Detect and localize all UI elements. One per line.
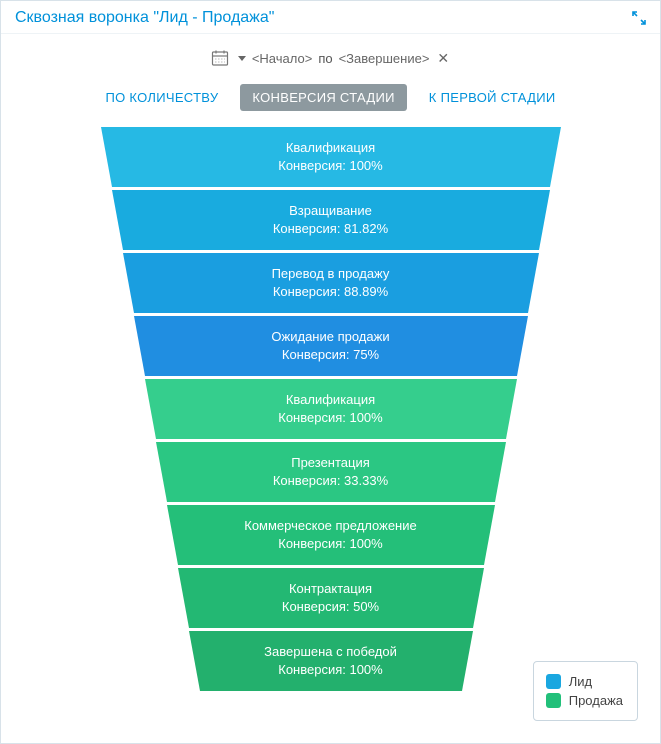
legend-label: Продажа — [569, 693, 623, 708]
funnel-stage[interactable]: Завершена с победойКонверсия: 100% — [101, 631, 561, 691]
funnel-stage[interactable]: КвалификацияКонверсия: 100% — [101, 379, 561, 439]
legend-label: Лид — [569, 674, 592, 689]
funnel-stage[interactable]: КвалификацияКонверсия: 100% — [101, 127, 561, 187]
funnel-stage[interactable]: Коммерческое предложениеКонверсия: 100% — [101, 505, 561, 565]
funnel-stage[interactable]: Перевод в продажуКонверсия: 88.89% — [101, 253, 561, 313]
date-filter: <Начало> по <Завершение> ✕ — [1, 34, 660, 76]
calendar-icon[interactable] — [210, 48, 230, 68]
funnel-stage[interactable]: КонтрактацияКонверсия: 50% — [101, 568, 561, 628]
date-separator: по — [318, 51, 332, 66]
funnel-widget: Сквозная воронка "Лид - Продажа" <Начало… — [0, 0, 661, 744]
chart-area: КвалификацияКонверсия: 100%ВзращиваниеКо… — [1, 127, 660, 743]
tab-1[interactable]: КОНВЕРСИЯ СТАДИИ — [240, 84, 406, 111]
date-end[interactable]: <Завершение> — [339, 51, 430, 66]
funnel-stage[interactable]: ВзращиваниеКонверсия: 81.82% — [101, 190, 561, 250]
legend: Лид Продажа — [533, 661, 638, 721]
legend-item: Лид — [546, 672, 623, 691]
legend-swatch — [546, 693, 561, 708]
legend-swatch — [546, 674, 561, 689]
widget-title: Сквозная воронка "Лид - Продажа" — [15, 9, 274, 27]
funnel-stage[interactable]: ПрезентацияКонверсия: 33.33% — [101, 442, 561, 502]
widget-header: Сквозная воронка "Лид - Продажа" — [1, 1, 660, 34]
close-icon[interactable]: ✕ — [435, 51, 451, 65]
caret-down-icon[interactable] — [238, 56, 246, 61]
funnel-chart: КвалификацияКонверсия: 100%ВзращиваниеКо… — [101, 127, 561, 691]
legend-item: Продажа — [546, 691, 623, 710]
date-start[interactable]: <Начало> — [252, 51, 312, 66]
funnel-stage[interactable]: Ожидание продажиКонверсия: 75% — [101, 316, 561, 376]
expand-icon[interactable] — [632, 11, 646, 25]
tab-2[interactable]: К ПЕРВОЙ СТАДИИ — [417, 84, 568, 111]
tabs: ПО КОЛИЧЕСТВУ КОНВЕРСИЯ СТАДИИ К ПЕРВОЙ СТ… — [1, 76, 660, 127]
tab-0[interactable]: ПО КОЛИЧЕСТВУ — [93, 84, 230, 111]
